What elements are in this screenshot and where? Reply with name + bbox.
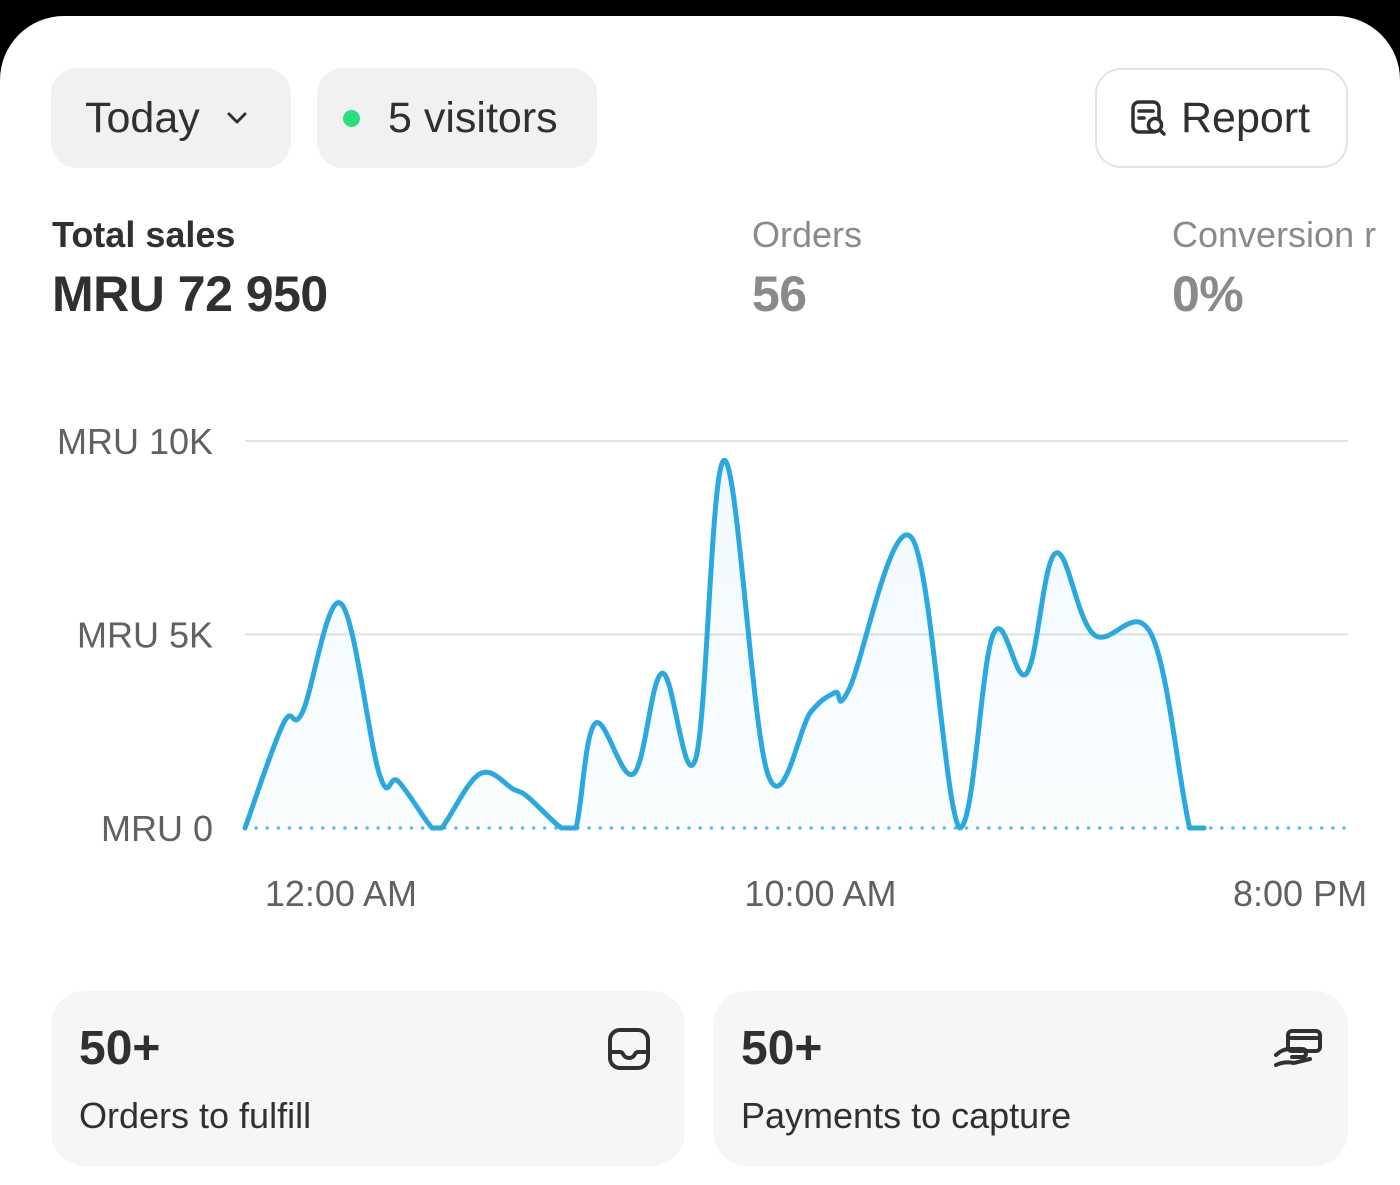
y-tick-label: MRU 10K	[57, 421, 213, 462]
metric-value: MRU 72 950	[52, 266, 328, 322]
payments-to-capture-tile[interactable]: 50+ Payments to capture	[713, 991, 1348, 1166]
report-button[interactable]: Report	[1095, 68, 1348, 168]
metric-label: Total sales	[52, 214, 236, 255]
hand-card-icon	[1272, 1025, 1322, 1073]
x-tick-label: 8:00 PM	[1233, 873, 1367, 914]
chevron-down-icon	[222, 103, 252, 133]
tile-label: Payments to capture	[741, 1095, 1072, 1136]
y-tick-label: MRU 5K	[77, 615, 213, 656]
x-tick-label: 10:00 AM	[744, 873, 896, 914]
visitors-label: 5 visitors	[388, 93, 558, 142]
report-search-icon	[1129, 98, 1169, 138]
metric-value: 56	[752, 266, 807, 322]
sales-line	[242, 457, 1207, 831]
sales-area-fill	[245, 460, 1205, 828]
sales-chart: MRU 0 MRU 5K MRU 10K 12:00 AM 10:00 AM 8:00 P…	[57, 421, 1367, 914]
metric-value: 0%	[1172, 266, 1244, 322]
tile-value: 50+	[741, 1022, 823, 1075]
sales-overview-card: Today 5 visitors Report Total sales MRU …	[0, 16, 1400, 1185]
live-dot-icon	[343, 109, 360, 127]
metric-label: Orders	[752, 214, 863, 255]
metric-label: Conversion r	[1172, 214, 1377, 255]
tile-value: 50+	[79, 1022, 161, 1075]
tile-label: Orders to fulfill	[79, 1095, 312, 1136]
date-range-label: Today	[85, 93, 200, 142]
report-label: Report	[1181, 93, 1311, 142]
metric-conversion-rate[interactable]: Conversion r 0%	[1172, 214, 1376, 324]
metric-total-sales[interactable]: Total sales MRU 72 950	[52, 214, 328, 324]
inbox-icon	[605, 1025, 653, 1073]
orders-to-fulfill-tile[interactable]: 50+ Orders to fulfill	[51, 991, 685, 1166]
date-range-picker[interactable]: Today	[51, 68, 291, 168]
x-tick-label: 12:00 AM	[265, 873, 417, 914]
y-tick-label: MRU 0	[101, 808, 213, 849]
live-visitors-button[interactable]: 5 visitors	[317, 68, 597, 168]
metric-orders[interactable]: Orders 56	[752, 214, 862, 324]
